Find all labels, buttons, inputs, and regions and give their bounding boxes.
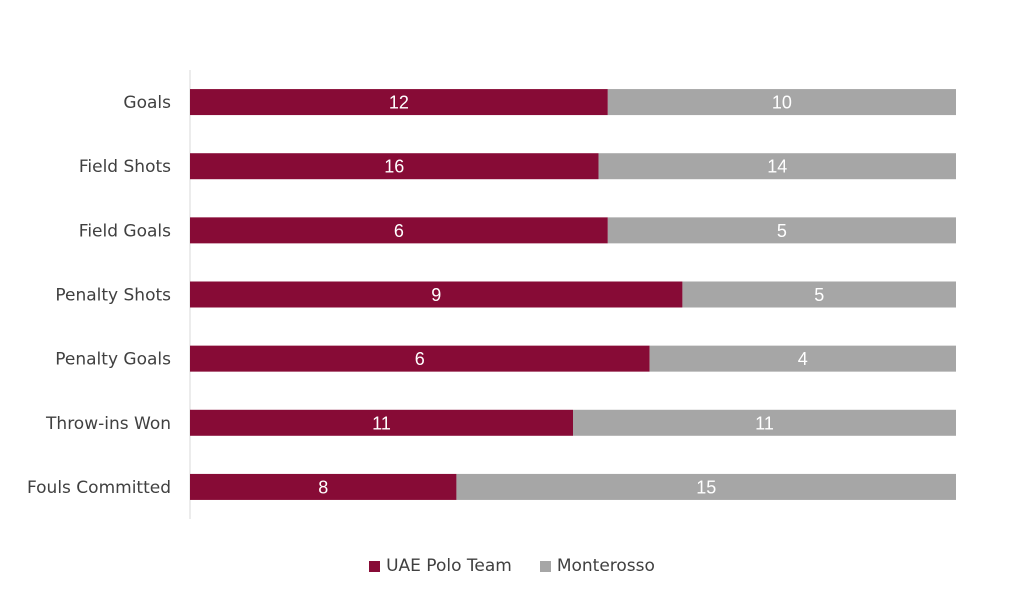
category-label-fouls-committed: Fouls Committed — [27, 478, 171, 498]
data-label-uae-polo-team-fouls-committed: 8 — [318, 477, 328, 497]
bar-uae-polo-team-penalty-shots — [190, 281, 683, 308]
legend-label-monterosso: Monterosso — [556, 556, 655, 576]
data-label-uae-polo-team-field-goals: 6 — [394, 221, 404, 241]
data-label-monterosso-fouls-committed: 15 — [696, 477, 716, 497]
data-label-uae-polo-team-throw-ins-won: 11 — [372, 413, 391, 433]
bar-monterosso-penalty-shots — [682, 281, 956, 308]
data-label-uae-polo-team-goals: 12 — [389, 93, 409, 113]
category-label-goals: Goals — [123, 93, 171, 113]
bar-uae-polo-team-penalty-goals — [190, 345, 650, 372]
legend-item-uae-polo-team: UAE Polo Team — [369, 556, 512, 576]
bar-monterosso-field-shots — [598, 153, 956, 180]
bar-monterosso-penalty-goals — [649, 345, 956, 372]
data-label-monterosso-penalty-goals: 4 — [798, 349, 808, 369]
data-label-monterosso-field-shots: 14 — [767, 157, 787, 177]
bar-uae-polo-team-fouls-committed — [190, 473, 457, 500]
data-label-uae-polo-team-penalty-shots: 9 — [431, 285, 441, 305]
legend: UAE Polo Team Monterosso — [0, 556, 1024, 576]
category-label-throw-ins-won: Throw-ins Won — [45, 414, 171, 434]
bar-monterosso-field-goals — [607, 217, 956, 244]
bar-uae-polo-team-field-goals — [190, 217, 608, 244]
bar-uae-polo-team-field-shots — [190, 153, 599, 180]
category-label-penalty-shots: Penalty Shots — [55, 286, 171, 306]
data-label-monterosso-goals: 10 — [772, 93, 792, 113]
category-label-penalty-goals: Penalty Goals — [55, 350, 171, 370]
bar-uae-polo-team-throw-ins-won — [190, 409, 573, 436]
legend-label-uae-polo-team: UAE Polo Team — [386, 556, 512, 576]
data-label-uae-polo-team-penalty-goals: 6 — [415, 349, 425, 369]
legend-item-monterosso: Monterosso — [539, 556, 655, 576]
bar-monterosso-throw-ins-won — [573, 409, 956, 436]
category-label-field-shots: Field Shots — [79, 157, 171, 177]
data-label-monterosso-penalty-shots: 5 — [814, 285, 824, 305]
bar-monterosso-fouls-committed — [456, 473, 956, 500]
legend-swatch-uae-polo-team — [369, 560, 381, 572]
bar-uae-polo-team-goals — [190, 89, 608, 116]
data-label-uae-polo-team-field-shots: 16 — [384, 157, 404, 177]
category-label-field-goals: Field Goals — [79, 221, 171, 241]
legend-swatch-monterosso — [539, 560, 551, 572]
bar-monterosso-goals — [607, 89, 956, 116]
data-label-monterosso-field-goals: 5 — [777, 221, 787, 241]
data-label-monterosso-throw-ins-won: 11 — [755, 413, 774, 433]
